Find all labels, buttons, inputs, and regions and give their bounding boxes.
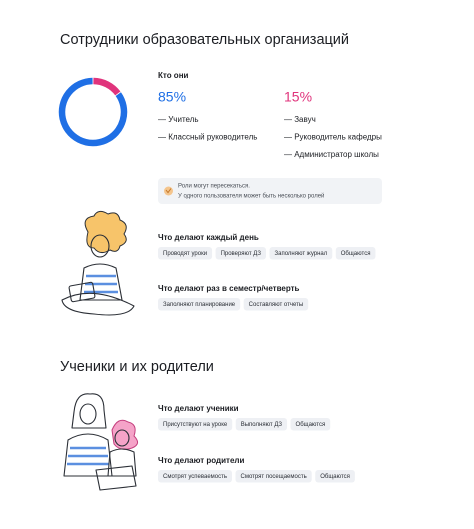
chip-label: Заполняют планирование	[163, 302, 236, 308]
chip-bg	[158, 418, 233, 431]
activity-heading: Что делают родители	[158, 456, 244, 465]
chip: Общаются	[290, 418, 331, 431]
activity-heading: Что делают ученики	[158, 404, 239, 413]
note-line: У одного пользователя может быть несколь…	[178, 193, 324, 200]
teacher-illustration	[61, 210, 135, 316]
note-box	[158, 178, 382, 204]
chip-bg	[243, 298, 309, 311]
chip: Общаются	[335, 247, 376, 260]
donut-segment	[58, 77, 128, 147]
chip-bg	[215, 247, 266, 260]
role: — Завуч	[284, 115, 316, 124]
chip: Проводят уроки	[158, 247, 213, 260]
chip-label: Смотрят посещаемость	[241, 474, 307, 480]
chip-bg	[158, 247, 213, 260]
chip: Проверяют ДЗ	[215, 247, 266, 260]
activity-heading: Что делают раз в семестр/четверть	[158, 284, 300, 293]
chip-bg	[235, 418, 288, 431]
chip: Смотрят успеваемость	[158, 470, 232, 483]
note-icon	[164, 186, 173, 196]
chip-bg	[335, 247, 376, 260]
chip-label: Составляют отчеты	[249, 302, 304, 308]
chip: Заполняют планирование	[158, 298, 241, 311]
section-title: Ученики и их родители	[60, 359, 214, 375]
chip: Заполняют журнал	[269, 247, 333, 260]
chip-bg	[315, 470, 355, 483]
chip-label: Проверяют ДЗ	[221, 251, 262, 257]
chip-label: Общаются	[296, 422, 326, 428]
section-title: Сотрудники образовательных организаций	[60, 32, 349, 48]
chip-label: Общаются	[320, 474, 350, 480]
activity-heading: Что делают каждый день	[158, 233, 259, 242]
chip: Присутствуют на уроке	[158, 418, 233, 431]
chip-label: Общаются	[341, 251, 371, 257]
family-illustration	[63, 393, 138, 491]
share-label: 85%	[158, 89, 186, 105]
role: — Классный руководитель	[158, 133, 257, 142]
chip-bg	[158, 470, 232, 483]
chip-label: Присутствуют на уроке	[163, 422, 228, 428]
chip-bg	[269, 247, 333, 260]
chip: Составляют отчеты	[243, 298, 309, 311]
note-line: Роли могут пересекаться.	[178, 184, 250, 190]
role: — Администратор школы	[284, 150, 379, 159]
chip: Выполняют ДЗ	[235, 418, 288, 431]
chip-label: Проводят уроки	[163, 251, 207, 257]
chip-label: Смотрят успеваемость	[163, 474, 227, 480]
chip-bg	[235, 470, 312, 483]
role: — Учитель	[158, 115, 199, 124]
who-heading: Кто они	[158, 71, 189, 80]
chip-bg	[290, 418, 331, 431]
chip-label: Заполняют журнал	[275, 251, 328, 257]
role: — Руководитель кафедры	[284, 133, 382, 142]
chip-label: Выполняют ДЗ	[241, 422, 283, 428]
share-label: 15%	[284, 89, 312, 105]
chip-bg	[158, 298, 241, 311]
donut-segment	[93, 77, 121, 96]
chip: Общаются	[315, 470, 355, 483]
chip: Смотрят посещаемость	[235, 470, 312, 483]
